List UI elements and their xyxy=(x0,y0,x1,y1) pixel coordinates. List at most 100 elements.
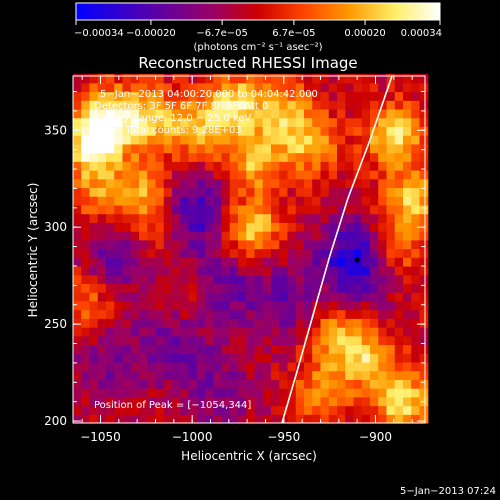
heatmap-cell xyxy=(196,318,206,328)
heatmap-cell xyxy=(287,361,297,372)
heatmap-cell xyxy=(147,187,157,197)
heatmap-cell xyxy=(353,353,363,363)
heatmap-cell xyxy=(229,239,239,250)
heatmap-cell xyxy=(122,204,132,215)
heatmap-cell xyxy=(196,379,206,389)
heatmap-cell xyxy=(328,178,338,189)
heatmap-cell xyxy=(106,170,115,180)
heatmap-cell xyxy=(246,396,256,407)
heatmap-cell xyxy=(337,396,346,407)
heatmap-cell xyxy=(304,239,313,250)
heatmap-cell xyxy=(419,318,429,328)
heatmap-cell xyxy=(172,274,181,285)
heatmap-cell xyxy=(73,318,82,328)
heatmap-cell xyxy=(246,388,256,398)
heatmap-cell xyxy=(345,396,355,407)
heatmap-cell xyxy=(221,222,231,232)
heatmap-cell xyxy=(155,108,165,119)
heatmap-cell xyxy=(229,265,239,276)
heatmap-cell xyxy=(205,309,214,319)
heatmap-cell xyxy=(361,300,371,311)
heatmap-cell xyxy=(337,178,346,189)
heatmap-cell xyxy=(295,108,305,119)
heatmap-cell xyxy=(130,309,140,319)
heatmap-cell xyxy=(122,187,132,197)
heatmap-cell xyxy=(155,100,165,110)
heatmap-cell xyxy=(411,117,421,127)
heatmap-cell xyxy=(139,396,148,407)
heatmap-cell xyxy=(304,300,313,311)
heatmap-cell xyxy=(403,257,412,267)
heatmap-cell xyxy=(304,309,313,319)
heatmap-cell xyxy=(221,344,231,354)
heatmap-cell xyxy=(139,309,148,319)
heatmap-cell xyxy=(403,239,412,250)
heatmap-cell xyxy=(205,327,214,337)
heatmap-cell xyxy=(97,239,107,250)
heatmap-cell xyxy=(221,248,231,258)
heatmap-cell xyxy=(345,143,355,154)
heatmap-cell xyxy=(337,327,346,337)
heatmap-cell xyxy=(122,213,132,223)
heatmap-cell xyxy=(221,353,231,363)
heatmap-cell xyxy=(337,126,346,136)
heatmap-cell xyxy=(221,239,231,250)
heatmap-cell xyxy=(114,126,124,136)
x-axis-label: Heliocentric X (arcsec) xyxy=(181,449,317,463)
heatmap-cell xyxy=(89,344,99,354)
heatmap-cell xyxy=(411,414,421,424)
heatmap-cell xyxy=(394,126,404,136)
heatmap-cell xyxy=(172,300,181,311)
heatmap-cell xyxy=(411,283,421,293)
heatmap-cell xyxy=(163,300,173,311)
heatmap-cell xyxy=(238,82,247,93)
heatmap-cell xyxy=(130,231,140,241)
heatmap-cell xyxy=(205,100,214,110)
heatmap-cell xyxy=(147,222,157,232)
heatmap-cell xyxy=(279,248,289,258)
heatmap-cell xyxy=(361,126,371,136)
heatmap-cell xyxy=(403,265,412,276)
heatmap-cell xyxy=(81,292,91,302)
heatmap-cell xyxy=(106,300,115,311)
heatmap-cell xyxy=(213,327,223,337)
heatmap-cell xyxy=(106,388,115,398)
heatmap-cell xyxy=(370,74,379,84)
heatmap-cell xyxy=(271,370,280,380)
heatmap-cell xyxy=(370,396,379,407)
heatmap-cell xyxy=(370,309,379,319)
heatmap-cell xyxy=(130,108,140,119)
heatmap-cell xyxy=(205,388,214,398)
heatmap-cell xyxy=(114,335,124,346)
heatmap-cell xyxy=(320,274,330,285)
heatmap-cell xyxy=(370,161,379,171)
heatmap-cell xyxy=(419,353,429,363)
heatmap-cell xyxy=(337,222,346,232)
heatmap-cell xyxy=(130,91,140,101)
heatmap-cell xyxy=(328,74,338,84)
heatmap-cell xyxy=(205,265,214,276)
heatmap-cell xyxy=(180,204,190,215)
heatmap-cell xyxy=(188,161,198,171)
heatmap-cell xyxy=(386,248,396,258)
heatmap-cell xyxy=(403,178,412,189)
heatmap-cell xyxy=(238,187,247,197)
heatmap-cell xyxy=(411,370,421,380)
heatmap-cell xyxy=(205,135,214,145)
heatmap-cell xyxy=(386,239,396,250)
heatmap-cell xyxy=(394,152,404,162)
heatmap-cell xyxy=(361,309,371,319)
heatmap-cell xyxy=(386,396,396,407)
heatmap-cell xyxy=(221,318,231,328)
heatmap-cell xyxy=(122,170,132,180)
heatmap-cell xyxy=(328,370,338,380)
heatmap-cell xyxy=(312,257,322,267)
heatmap-cell xyxy=(229,135,239,145)
heatmap-cell xyxy=(89,300,99,311)
heatmap-cell xyxy=(262,405,272,415)
heatmap-cell xyxy=(295,309,305,319)
heatmap-cell xyxy=(271,108,280,119)
heatmap-cell xyxy=(172,143,181,154)
heatmap-cell xyxy=(279,274,289,285)
heatmap-cell xyxy=(213,204,223,215)
